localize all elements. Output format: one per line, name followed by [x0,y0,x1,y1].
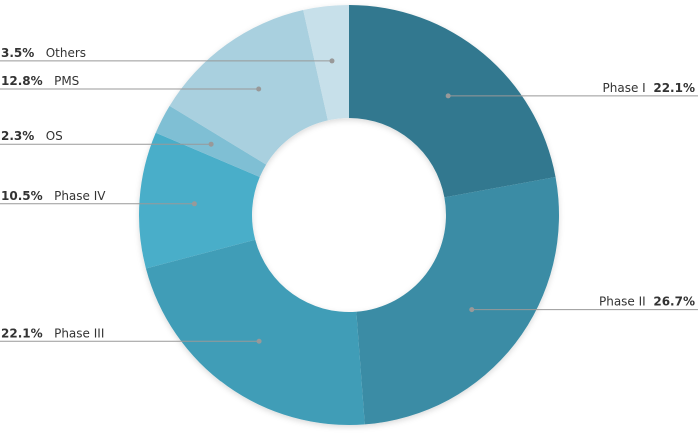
gap [43,326,54,340]
label-name: Phase I [603,80,646,94]
label-name: Phase III [54,326,104,340]
label-value: 26.7% [653,294,695,308]
leader-dot [208,141,214,147]
slice [139,132,260,269]
slice-label: Phase II 26.7% [599,294,695,308]
leader-dot [469,307,475,313]
slice [303,5,349,121]
leader-dot [256,86,262,92]
gap [34,45,45,59]
leader-dot [445,93,451,99]
slice-label: 22.1% Phase III [1,326,104,340]
label-value: 10.5% [1,188,43,202]
label-value: 12.8% [1,74,43,88]
label-value: 22.1% [653,80,695,94]
slice-label: 2.3% OS [1,129,63,143]
label-value: 2.3% [1,129,34,143]
slice [169,10,328,165]
donut [139,5,559,426]
slice-label: 10.5% Phase IV [1,188,106,202]
label-value: 3.5% [1,45,34,59]
leader-dot [256,338,262,344]
label-value: 22.1% [1,326,43,340]
gap [646,294,654,308]
labels: Phase I 22.1% Phase II 26.7% 22.1% Phase I… [0,45,698,344]
label-name: Phase IV [54,188,106,202]
slice [145,239,365,426]
label-name: OS [46,129,63,143]
gap [34,129,45,143]
gap [43,188,54,202]
label-name: Others [46,45,86,59]
gap [646,80,654,94]
slice [349,5,556,198]
slice [356,176,559,425]
slice [155,105,267,178]
slice-label: Phase I 22.1% [603,80,695,94]
label-name: PMS [54,74,79,88]
slice-label: 3.5% Others [1,45,86,59]
slice-label: 12.8% PMS [1,74,79,88]
leader-dot [329,58,335,64]
label-name: Phase II [599,294,646,308]
leader-dot [191,201,197,207]
gap [43,74,54,88]
